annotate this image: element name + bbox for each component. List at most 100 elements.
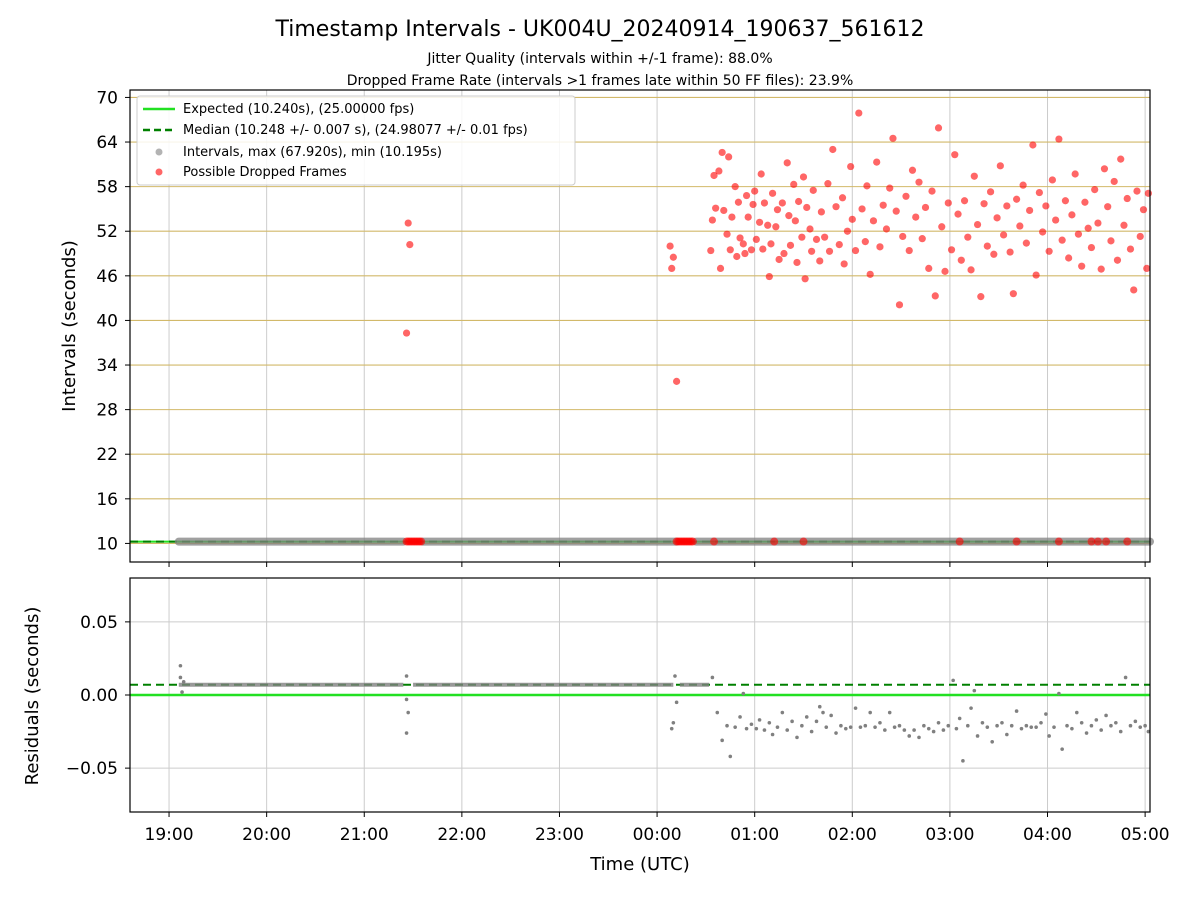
residual-point bbox=[868, 710, 872, 715]
dropped-frame-point bbox=[1117, 155, 1125, 163]
x-tick-label: 05:00 bbox=[1121, 825, 1170, 845]
dropped-frame-point bbox=[666, 242, 674, 250]
intervals-y-tick-label: 34 bbox=[96, 356, 118, 376]
residual-point bbox=[961, 759, 965, 763]
residual-point bbox=[926, 726, 931, 731]
intervals-plot-frame bbox=[129, 89, 1151, 563]
residual-point bbox=[1074, 710, 1079, 715]
dropped-frame-point bbox=[417, 537, 426, 546]
dropped-frame-point bbox=[668, 264, 676, 272]
residual-point bbox=[733, 725, 737, 729]
dropped-frame-point bbox=[1133, 187, 1141, 195]
dropped-frame-point bbox=[843, 227, 852, 235]
dropped-frame-point bbox=[770, 537, 779, 546]
residual-point bbox=[969, 706, 973, 710]
residual-point bbox=[1109, 723, 1113, 728]
dropped-frame-point bbox=[739, 240, 747, 248]
residual-point bbox=[1143, 723, 1147, 728]
residual-point bbox=[863, 723, 868, 728]
residual-point bbox=[980, 720, 985, 725]
dropped-frame-point bbox=[809, 186, 817, 194]
residual-point bbox=[941, 728, 946, 732]
residual-point bbox=[1060, 747, 1064, 751]
dropped-frame-point bbox=[715, 167, 723, 175]
dropped-frame-point bbox=[772, 223, 780, 231]
dropped-frame-point bbox=[1032, 271, 1040, 279]
residual-point bbox=[1000, 720, 1004, 725]
dropped-frame-point bbox=[728, 213, 736, 221]
residual-point bbox=[951, 678, 955, 683]
dropped-frame-point bbox=[1054, 537, 1063, 546]
residual-point bbox=[710, 675, 715, 680]
dropped-frame-point bbox=[1123, 194, 1131, 203]
residuals-y-axis-label: Residuals (seconds) bbox=[22, 607, 43, 786]
residuals-x-ticks: 19:00 20:00 21:00 22:00 23:00 00:00 01:00 02:00… bbox=[145, 812, 1170, 845]
residual-point bbox=[1094, 718, 1099, 722]
residual-point bbox=[1079, 720, 1084, 725]
dropped-frame-point bbox=[1130, 286, 1138, 294]
intervals-y-axis-label: Intervals (seconds) bbox=[59, 240, 80, 412]
dropped-frame-point bbox=[824, 180, 832, 188]
dropped-frame-point bbox=[1016, 222, 1024, 230]
residual-point bbox=[878, 720, 882, 725]
x-tick-label: 20:00 bbox=[242, 825, 291, 845]
dropped-frame-point bbox=[996, 162, 1004, 170]
dropped-frame-point bbox=[708, 216, 716, 224]
dropped-frame-point bbox=[791, 217, 799, 225]
dropped-frame-point bbox=[1097, 265, 1105, 273]
residual-point bbox=[829, 713, 833, 718]
residual-point bbox=[902, 728, 907, 732]
residual-point bbox=[1114, 720, 1118, 725]
dropped-frame-point bbox=[733, 252, 741, 261]
residual-point bbox=[1099, 728, 1103, 732]
dropped-frame-point bbox=[783, 159, 791, 167]
residual-point bbox=[1146, 729, 1151, 734]
dropped-frame-point bbox=[861, 238, 869, 246]
legend-expected-label: Expected (10.240s), (25.00000 fps) bbox=[183, 102, 414, 117]
residual-point bbox=[954, 726, 959, 731]
residual-point bbox=[848, 725, 853, 729]
dropped-frame-point bbox=[1093, 537, 1102, 546]
residual-point bbox=[853, 706, 858, 710]
x-tick-label: 01:00 bbox=[730, 825, 779, 845]
residual-point bbox=[1019, 726, 1024, 731]
dropped-frame-point bbox=[795, 197, 803, 206]
residual-point bbox=[1052, 725, 1056, 729]
dropped-frame-point bbox=[1123, 537, 1132, 546]
intervals-points bbox=[174, 109, 1154, 546]
residual-point bbox=[673, 674, 677, 678]
dropped-frame-point bbox=[1052, 216, 1060, 224]
residual-point bbox=[1014, 709, 1019, 713]
intervals-y-tick-label: 70 bbox=[96, 88, 118, 108]
residual-point bbox=[1034, 725, 1038, 729]
residual-point bbox=[936, 720, 941, 725]
residual-point bbox=[1118, 729, 1123, 734]
residual-point bbox=[957, 716, 962, 721]
residual-point bbox=[946, 723, 951, 728]
intervals-x-ticks bbox=[168, 562, 1146, 567]
dropped-frame-point bbox=[821, 233, 829, 241]
dropped-frame-point bbox=[751, 187, 759, 195]
dropped-frame-point bbox=[812, 235, 821, 244]
dropped-frame-point bbox=[673, 377, 681, 385]
residual-point bbox=[1044, 712, 1048, 716]
residual-point bbox=[795, 735, 799, 740]
dropped-frame-point bbox=[768, 189, 777, 197]
dropped-frame-point bbox=[955, 537, 964, 546]
intervals-panel: 10 16 22 28 34 40 46 52 58 64 70 Intervals (second… bbox=[59, 88, 1154, 567]
legend-box bbox=[136, 95, 576, 186]
dropped-frame-point bbox=[765, 272, 773, 281]
dropped-frame-point bbox=[967, 266, 975, 274]
residual-point bbox=[843, 726, 848, 731]
residual-point bbox=[741, 691, 746, 696]
dropped-frame-point bbox=[801, 275, 809, 283]
dropped-frame-point bbox=[957, 256, 965, 264]
dropped-frame-point bbox=[712, 204, 720, 212]
residual-point bbox=[1005, 732, 1009, 737]
dropped-frame-point bbox=[1078, 262, 1086, 270]
residual-point bbox=[1047, 734, 1051, 738]
legend-intervals-label: Intervals, max (67.920s), min (10.195s) bbox=[183, 145, 442, 160]
residual-point bbox=[780, 710, 785, 715]
dropped-frame-point bbox=[764, 221, 772, 229]
